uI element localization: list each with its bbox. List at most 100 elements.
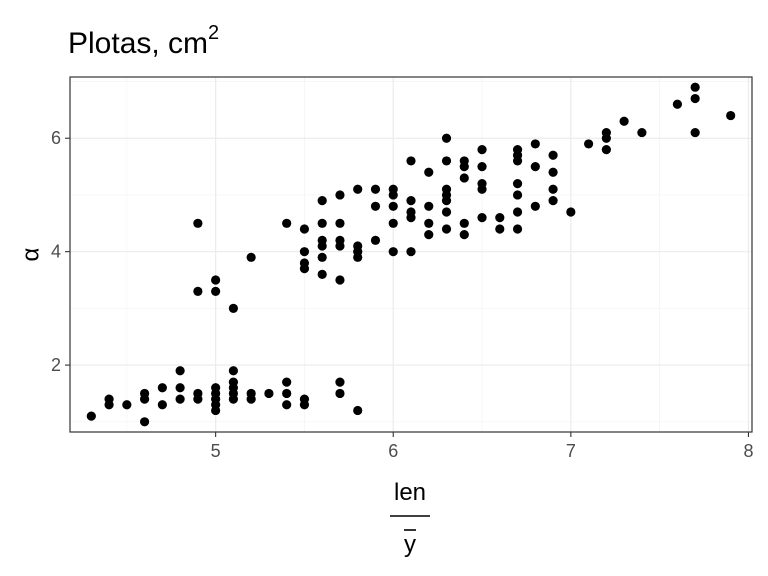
data-point [424,167,434,177]
y-tick-label: 4 [51,242,61,262]
data-point [406,156,416,166]
data-point [246,388,256,399]
data-point [601,144,611,155]
x-axis-title: len y [390,479,430,558]
data-point [530,162,540,172]
data-point [406,196,416,206]
data-point [495,224,505,234]
data-point [512,179,523,189]
data-point [690,93,700,104]
panel-border [69,76,753,433]
data-point [299,224,310,234]
data-point [335,190,345,200]
data-point [477,144,487,155]
data-point [193,286,203,296]
data-point [175,366,185,376]
data-point [353,241,363,251]
data-point [477,213,487,223]
data-point [459,173,469,183]
data-point [335,275,345,285]
points-layer [86,82,736,427]
data-point [459,156,469,166]
data-point [228,366,238,376]
data-point [299,247,310,257]
data-point [441,133,452,143]
data-point [353,405,363,416]
data-point [441,156,452,166]
data-point [672,99,683,109]
data-point [548,196,558,206]
data-point [86,411,96,421]
x-tick-label: 5 [211,441,221,461]
data-point [299,258,310,268]
data-point [424,230,434,240]
x-tick-label: 8 [743,441,753,461]
data-point [690,82,700,92]
x-axis-title-denominator: y [404,531,416,558]
data-point [193,388,203,399]
y-tick-label: 2 [51,355,61,375]
data-point [317,235,327,245]
axis-ticks: 5 6 7 8 2 4 6 [51,128,753,461]
x-tick-label: 6 [388,441,398,461]
data-point [317,252,327,262]
data-point [228,377,238,387]
data-point [388,184,398,194]
data-point [282,377,292,387]
data-point [441,184,452,194]
y-axis-title: α [17,247,44,261]
data-point [139,388,150,399]
x-tick-label: 7 [566,441,576,461]
data-point [211,286,221,296]
data-point [548,150,558,160]
data-point [317,196,327,206]
data-point [601,127,611,138]
data-point [424,201,434,211]
data-point [264,388,274,399]
y-tick-label: 6 [51,128,61,148]
data-point [246,252,256,262]
data-point [299,394,310,404]
data-point [477,162,487,172]
data-point [317,269,327,279]
data-point [548,184,558,194]
data-point [317,218,327,228]
data-point [282,218,292,228]
data-point [335,388,345,399]
data-point [388,247,398,257]
data-point [282,400,292,410]
data-point [370,235,381,245]
data-point [495,213,505,223]
data-point [406,207,416,217]
data-point [388,218,398,228]
chart-title: Plotas, cm2 [68,22,219,60]
data-point [335,218,345,228]
data-point [690,127,700,138]
data-point [388,201,398,211]
data-point [157,383,167,393]
data-point [282,388,292,399]
data-point [353,184,363,194]
data-point [175,394,185,404]
chart-title-superscript: 2 [208,22,219,44]
data-point [512,207,523,217]
data-point [584,139,594,149]
data-point [441,207,452,217]
data-point [548,167,558,177]
data-point [157,400,167,410]
data-point [441,224,452,234]
x-axis-title-numerator: len [394,479,426,506]
data-point [370,201,381,211]
data-point [459,230,469,240]
data-point [211,383,221,393]
data-point [459,218,469,228]
data-point [637,127,647,138]
data-point [512,144,523,155]
data-point [530,201,540,211]
data-point [335,377,345,387]
data-point [619,116,629,126]
data-point [370,184,381,194]
data-point [512,190,523,200]
data-point [193,218,203,228]
